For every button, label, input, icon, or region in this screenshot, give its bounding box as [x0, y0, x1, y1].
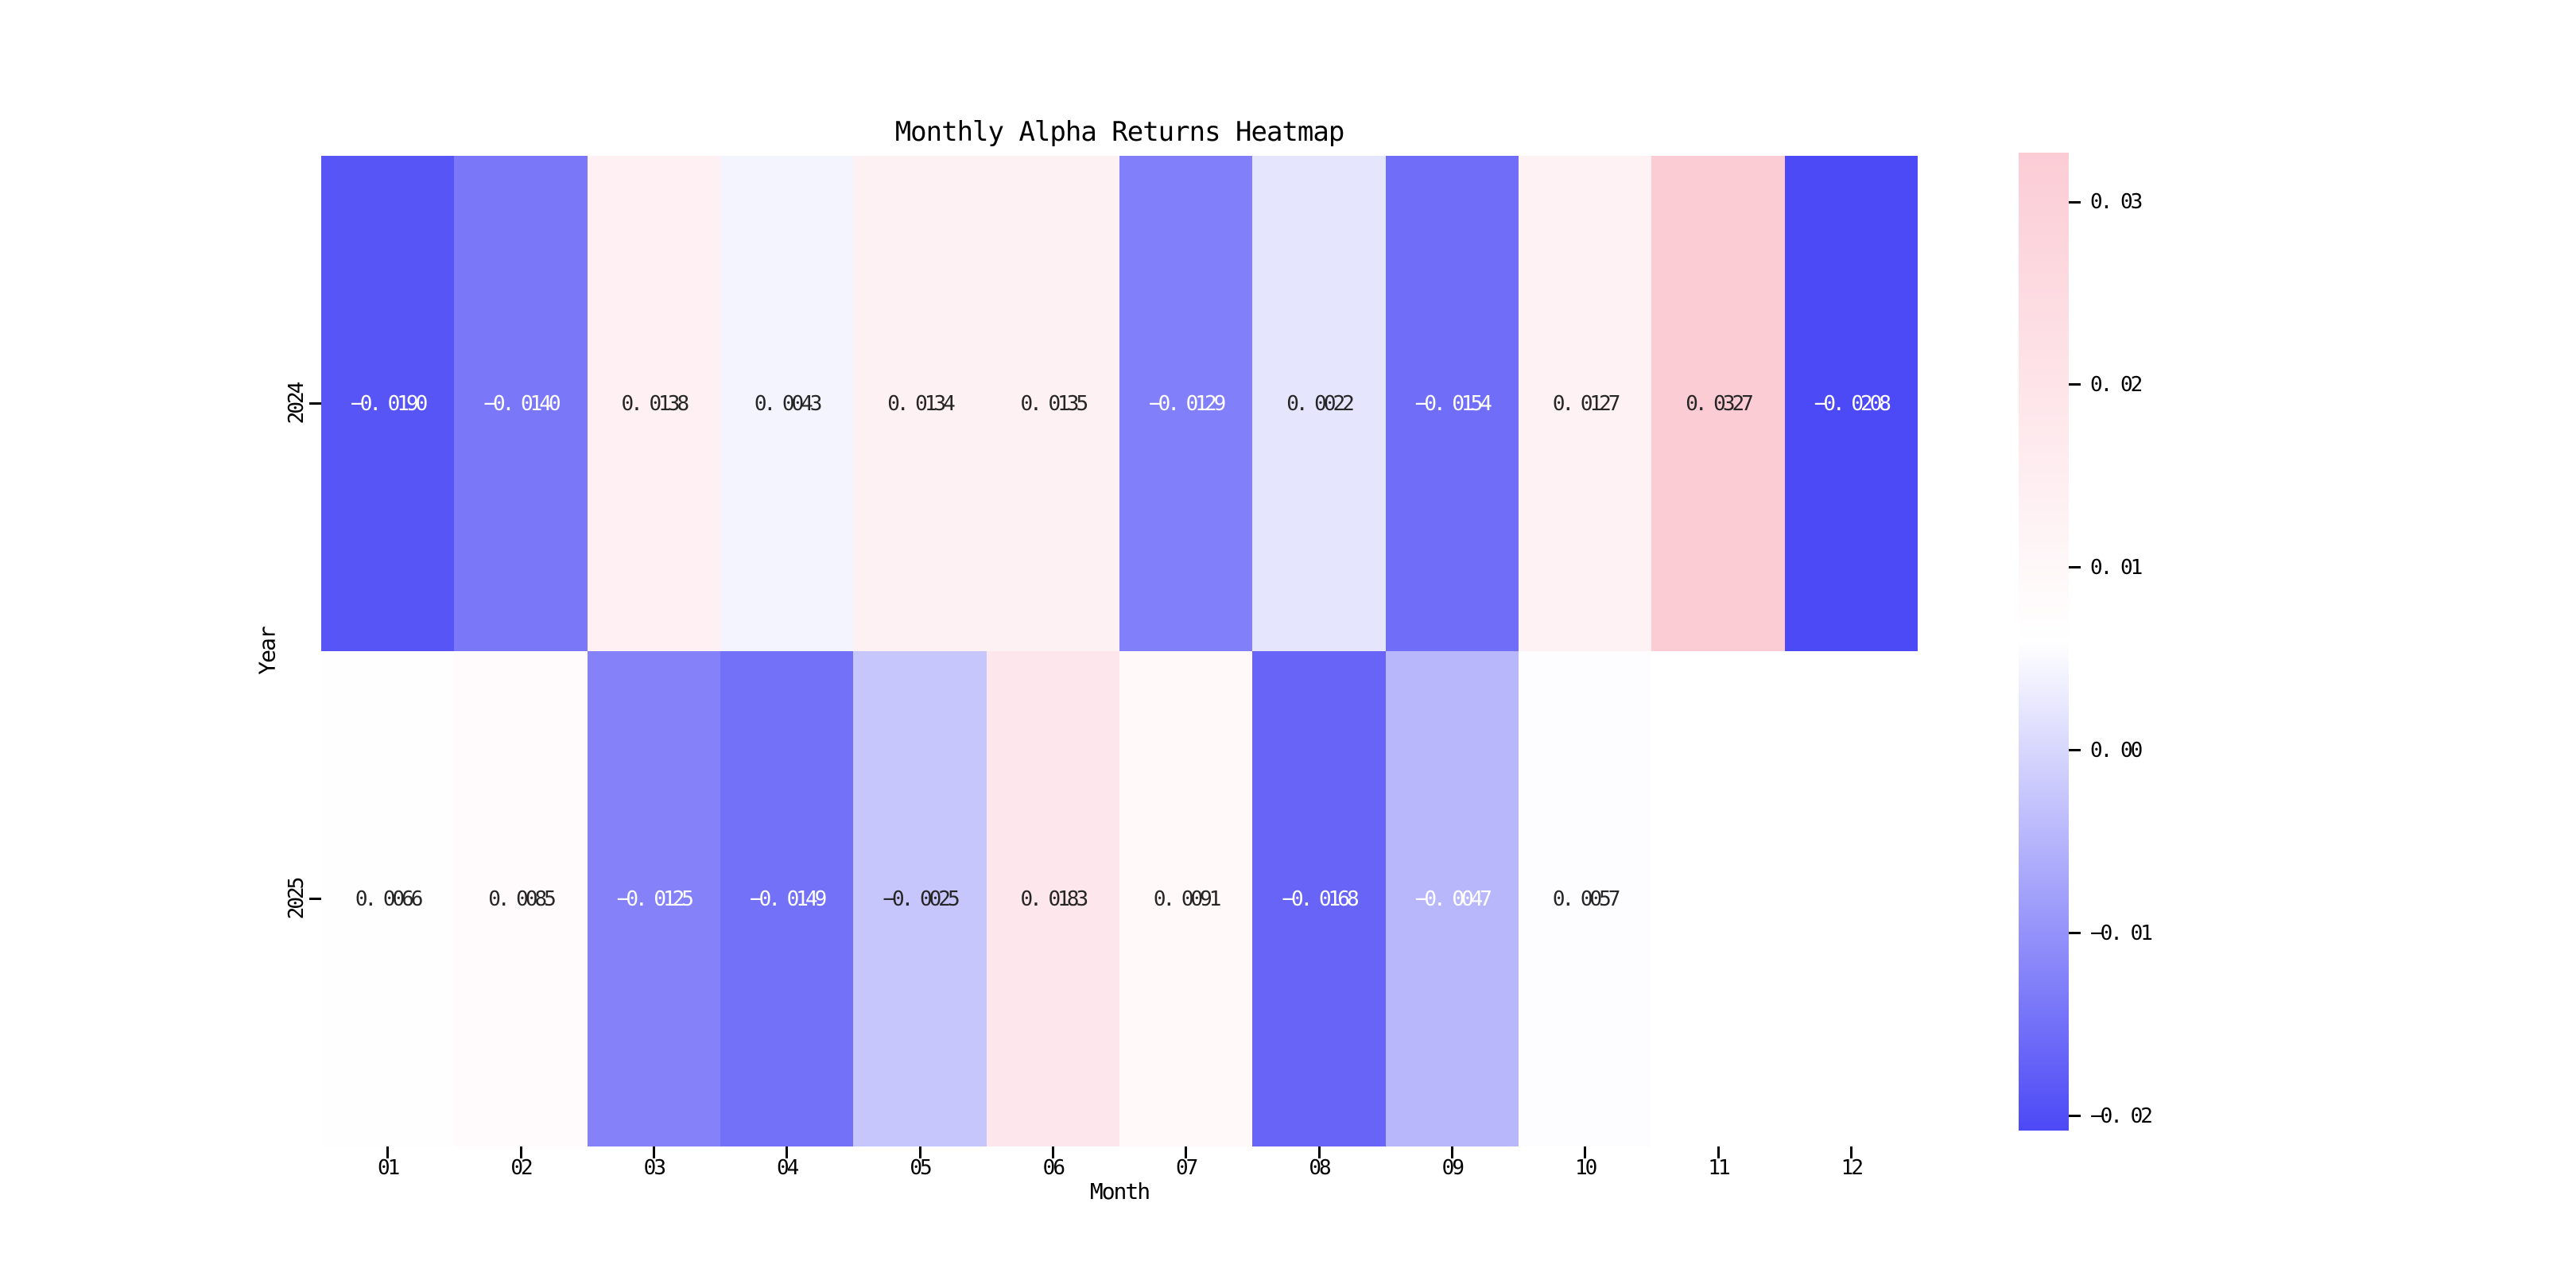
colorbar-tick-label: 0. 02 [2090, 372, 2143, 397]
colorbar-tick-label: 0. 03 [2090, 190, 2143, 215]
heatmap-cell: −0. 0140 [454, 156, 588, 651]
y-tick-mark [309, 402, 321, 405]
cell-annotation: 0. 0127 [1552, 391, 1621, 416]
colorbar-tick-label: 0. 01 [2090, 555, 2143, 580]
heatmap-cell: −0. 0047 [1385, 651, 1519, 1146]
cell-annotation: 0. 0183 [1020, 886, 1089, 911]
cell-annotation: −0. 0149 [750, 886, 827, 911]
cell-annotation: 0. 0091 [1153, 886, 1222, 911]
heatmap-cell: −0. 0168 [1252, 651, 1386, 1146]
y-tick-label: 2025 [285, 879, 308, 919]
cell-annotation: −0. 0140 [483, 391, 561, 416]
x-tick-label: 09 [1441, 1156, 1465, 1180]
x-tick-label: 03 [643, 1156, 666, 1180]
cell-annotation: −0. 0154 [1414, 391, 1492, 416]
heatmap-cell: 0. 0183 [986, 651, 1119, 1146]
x-tick-label: 07 [1176, 1156, 1198, 1180]
x-tick-label: 11 [1708, 1156, 1730, 1180]
colorbar-tick-mark [2069, 749, 2081, 752]
heatmap-cell: 0. 0057 [1518, 651, 1652, 1146]
x-tick-mark [918, 1146, 921, 1158]
heatmap-cell: 0. 0066 [321, 651, 455, 1146]
x-tick-mark [1717, 1146, 1720, 1158]
colorbar-tick-mark [2069, 200, 2081, 204]
heatmap-cell: −0. 0125 [587, 651, 720, 1146]
heatmap-cell [1651, 651, 1785, 1146]
cell-annotation: 0. 0085 [488, 886, 557, 911]
colorbar-tick-label: 0. 00 [2090, 738, 2143, 762]
heatmap-cell: 0. 0085 [454, 651, 588, 1146]
colorbar-tick-label: −0. 02 [2090, 1104, 2153, 1128]
cell-annotation: −0. 0047 [1414, 886, 1492, 911]
cell-annotation: −0. 0025 [883, 886, 960, 911]
cell-annotation: 0. 0138 [621, 391, 690, 416]
y-tick-mark [309, 898, 321, 900]
cell-annotation: 0. 0022 [1286, 391, 1355, 416]
heatmap-cell: 0. 0091 [1119, 651, 1253, 1146]
x-tick-mark [1584, 1146, 1587, 1158]
colorbar-gradient [2019, 153, 2069, 1131]
heatmap-cell: −0. 0154 [1385, 156, 1519, 651]
chart-title: Monthly Alpha Returns Heatmap [894, 116, 1345, 148]
x-tick-label: 04 [777, 1156, 799, 1180]
x-tick-label: 05 [910, 1156, 932, 1180]
colorbar-tick-label: −0. 01 [2090, 921, 2153, 945]
heatmap-cell: 0. 0135 [986, 156, 1119, 651]
x-tick-mark [1185, 1146, 1188, 1158]
cell-annotation: 0. 0134 [887, 391, 956, 416]
heatmap-cell: 0. 0327 [1651, 156, 1785, 651]
x-tick-mark [1450, 1146, 1453, 1158]
cell-annotation: −0. 0190 [351, 391, 428, 416]
cell-annotation: 0. 0135 [1020, 391, 1089, 416]
cell-annotation: 0. 0066 [355, 886, 424, 911]
x-tick-label: 02 [510, 1156, 533, 1180]
x-tick-label: 06 [1042, 1156, 1065, 1180]
cell-annotation: 0. 0043 [754, 391, 823, 416]
x-tick-mark [652, 1146, 655, 1158]
cell-annotation: −0. 0129 [1149, 391, 1226, 416]
cell-annotation: 0. 0327 [1686, 391, 1754, 416]
cell-annotation: 0. 0057 [1552, 886, 1621, 911]
colorbar-tick-mark [2069, 932, 2081, 935]
x-tick-mark [519, 1146, 522, 1158]
x-tick-label: 12 [1841, 1156, 1864, 1180]
heatmap-cell: −0. 0190 [321, 156, 455, 651]
heatmap-cell: 0. 0022 [1252, 156, 1386, 651]
heatmap-cell: −0. 0025 [853, 651, 987, 1146]
heatmap-cell: −0. 0208 [1784, 156, 1918, 651]
y-tick-label: 2024 [285, 383, 308, 424]
cell-annotation: −0. 0168 [1282, 886, 1359, 911]
x-tick-mark [1317, 1146, 1321, 1158]
x-tick-mark [1051, 1146, 1054, 1158]
cell-annotation: −0. 0208 [1814, 391, 1891, 416]
heatmap-grid: −0. 0190 −0. 0140 0. 0138 0. 0043 0. 0134 0. … [321, 156, 1918, 1146]
x-tick-mark [386, 1146, 390, 1158]
x-tick-label: 01 [378, 1156, 400, 1180]
colorbar-tick-mark [2069, 1115, 2081, 1118]
heatmap-cell: −0. 0149 [720, 651, 854, 1146]
x-tick-mark [1849, 1146, 1852, 1158]
y-axis-label: Year [254, 627, 281, 675]
heatmap-cell: 0. 0138 [587, 156, 720, 651]
heatmap-cell [1784, 651, 1918, 1146]
x-tick-label: 08 [1309, 1156, 1331, 1180]
heatmap-cell: 0. 0134 [853, 156, 987, 651]
colorbar-tick-mark [2069, 383, 2081, 386]
x-tick-label: 10 [1575, 1156, 1597, 1180]
heatmap-cell: 0. 0127 [1518, 156, 1652, 651]
heatmap-cell: 0. 0043 [720, 156, 854, 651]
heatmap-cell: −0. 0129 [1119, 156, 1253, 651]
cell-annotation: −0. 0125 [616, 886, 694, 911]
x-axis-label: Month [1089, 1178, 1150, 1205]
colorbar-tick-mark [2069, 566, 2081, 569]
x-tick-mark [786, 1146, 789, 1158]
